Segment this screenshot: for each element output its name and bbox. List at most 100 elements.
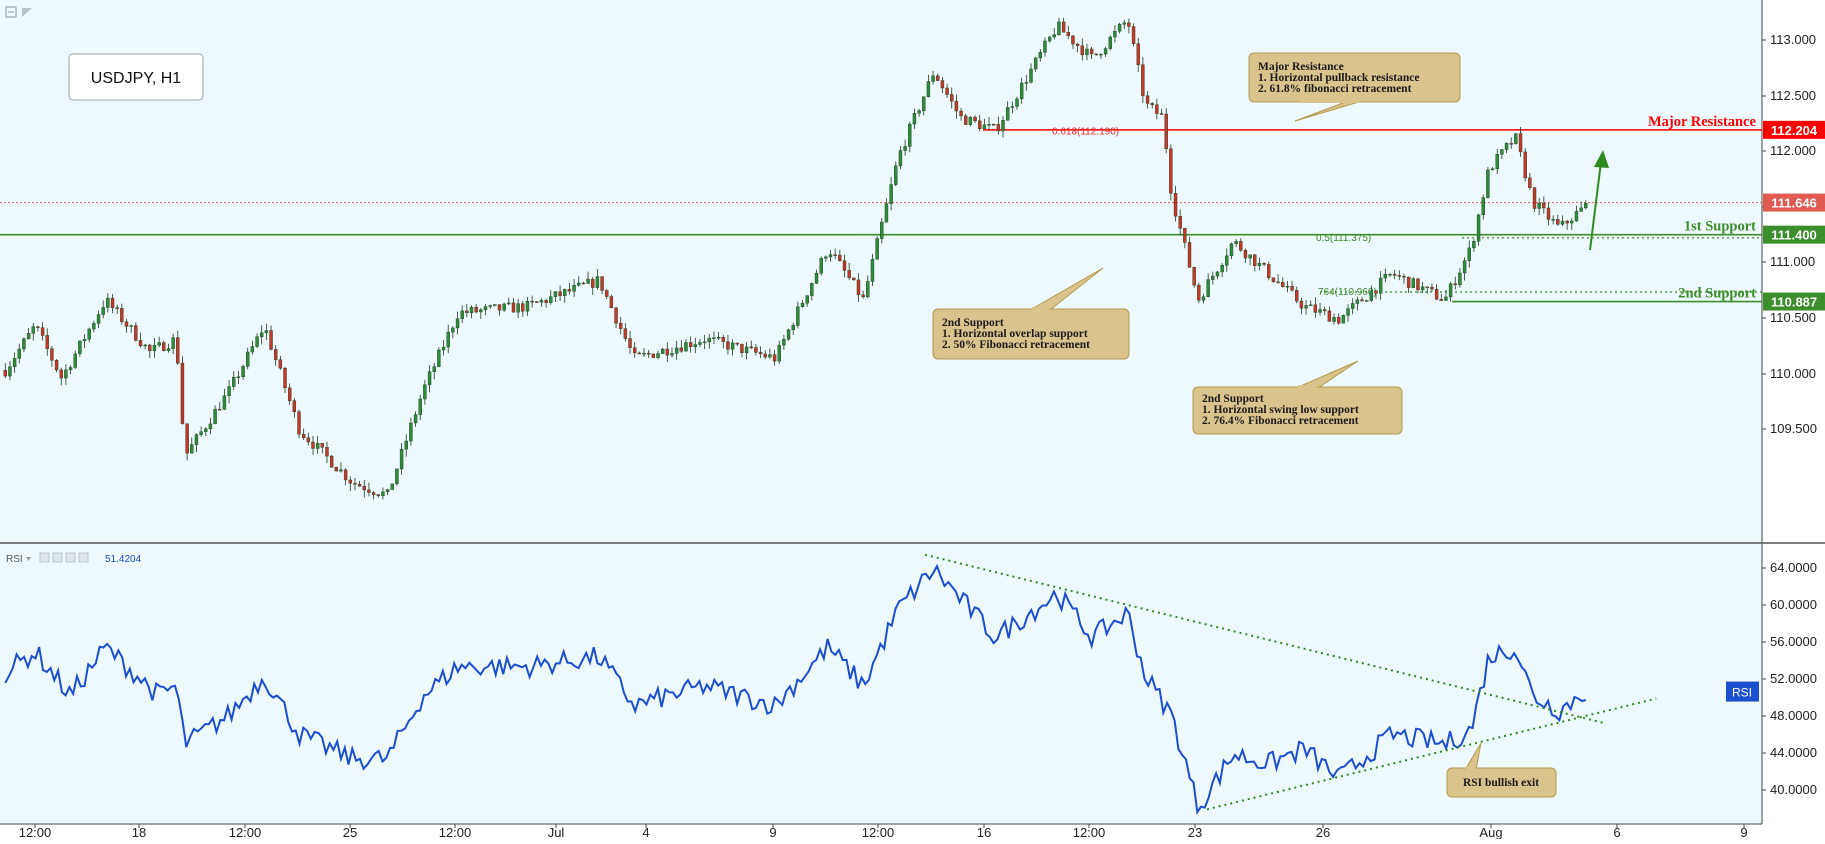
candle-body xyxy=(1057,21,1061,35)
rsi-settings-icon[interactable] xyxy=(39,552,50,563)
candle-body xyxy=(180,362,185,424)
time-tick-label: 26 xyxy=(1316,825,1330,839)
candle-body xyxy=(483,306,488,310)
candle-body xyxy=(595,276,600,288)
candle-body xyxy=(628,338,632,348)
time-tick-label: Jul xyxy=(548,825,565,839)
candle-body xyxy=(1201,296,1206,301)
candle-body xyxy=(115,307,119,309)
candle-body xyxy=(1458,272,1462,285)
candle-body xyxy=(441,346,446,351)
candle-body xyxy=(1416,278,1420,291)
price-tick-label: 109.500 xyxy=(1770,421,1817,436)
candle-body xyxy=(968,116,973,125)
candle-body xyxy=(493,304,497,306)
candle-body xyxy=(12,358,17,367)
candle-body xyxy=(1085,48,1089,56)
candle-body xyxy=(232,376,236,387)
rsi-badge xyxy=(1726,681,1759,702)
candle-body xyxy=(810,283,814,296)
candle-body xyxy=(1453,283,1457,285)
minus-square-icon[interactable] xyxy=(5,6,17,18)
candle-body xyxy=(1504,143,1509,150)
candle-body xyxy=(1052,34,1056,38)
candle-body xyxy=(255,336,259,347)
candle-body xyxy=(367,489,371,493)
candle-body xyxy=(1532,187,1537,209)
candle-body xyxy=(824,256,828,259)
candle-body xyxy=(856,279,861,296)
candle-body xyxy=(744,346,749,354)
candle-body xyxy=(73,353,77,368)
time-axis-background xyxy=(0,824,1762,839)
candle-body xyxy=(726,341,730,350)
candle-body xyxy=(516,303,520,313)
candle-body xyxy=(1546,207,1551,220)
candle-body xyxy=(427,371,432,385)
candle-body xyxy=(1397,275,1402,277)
candle-body xyxy=(1439,299,1443,301)
candle-body xyxy=(1388,273,1392,276)
candle-body xyxy=(861,294,865,298)
candle-body xyxy=(553,291,558,297)
candle-body xyxy=(674,347,679,354)
candle-body xyxy=(600,276,604,291)
candle-body xyxy=(1341,315,1346,324)
candle-body xyxy=(101,307,105,315)
candle-body xyxy=(1285,286,1290,288)
candle-body xyxy=(3,370,7,377)
candle-body xyxy=(143,344,147,347)
time-tick-label: 16 xyxy=(977,825,991,839)
candle-body xyxy=(1336,317,1341,324)
candle-body xyxy=(246,351,250,367)
rsi-indicator-name: RSI xyxy=(6,554,23,565)
candle-body xyxy=(940,80,945,89)
time-tick-label: 12:00 xyxy=(862,825,895,839)
candle-body xyxy=(64,369,68,379)
time-tick-label: 12:00 xyxy=(439,825,472,839)
candle-body xyxy=(749,346,753,349)
candle-body xyxy=(679,347,684,352)
candle-body xyxy=(1248,254,1252,259)
candles xyxy=(3,17,1588,500)
price-tick-label: 110.000 xyxy=(1770,366,1816,381)
candle-body xyxy=(842,260,847,271)
candle-body xyxy=(1239,241,1243,251)
candle-body xyxy=(991,123,996,126)
candle-body xyxy=(660,348,665,354)
candle-body xyxy=(922,96,926,111)
candle-body xyxy=(204,428,208,432)
candle-body xyxy=(488,305,492,307)
rsi-close-icon[interactable] xyxy=(78,552,89,563)
rsi-add-icon[interactable] xyxy=(65,552,76,563)
candle-body xyxy=(269,330,273,350)
major-resistance-callout-line2: 2. 61.8% fibonacci retracement xyxy=(1258,83,1412,95)
triangle-icon[interactable] xyxy=(22,8,32,17)
candle-body xyxy=(423,384,427,400)
price-tick-label: 112.000 xyxy=(1770,143,1816,158)
candle-body xyxy=(558,291,562,296)
candle-body xyxy=(1523,151,1527,179)
candle-body xyxy=(1029,68,1033,83)
rsi-tick-label: 48.0000 xyxy=(1770,708,1817,723)
candle-body xyxy=(1262,262,1266,265)
symbol-title-box: USDJPY, H1 xyxy=(68,53,204,101)
price-tick-label: 111.000 xyxy=(1770,254,1815,269)
candle-body xyxy=(1481,197,1485,216)
candle-body xyxy=(1043,40,1047,53)
candle-body xyxy=(1071,35,1075,45)
candle-body xyxy=(978,120,982,129)
candle-body xyxy=(581,282,586,285)
candle-body xyxy=(1089,48,1094,55)
major-resistance-label: Major Resistance xyxy=(1648,114,1757,130)
candle-body xyxy=(26,333,31,340)
candle-body xyxy=(227,386,231,396)
candle-body xyxy=(549,296,553,303)
rsi-dropdown-icon[interactable] xyxy=(26,557,31,561)
candle-body xyxy=(1178,216,1182,229)
rsi-hide-icon[interactable] xyxy=(52,552,63,563)
candle-body xyxy=(1010,106,1015,108)
time-tick-label: 12:00 xyxy=(229,825,262,839)
candle-body xyxy=(1360,299,1364,302)
